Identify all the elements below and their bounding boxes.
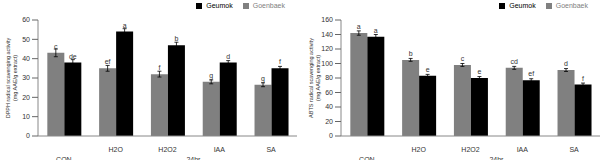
svg-text:e: e: [477, 68, 481, 75]
svg-text:H2O2: H2O2: [158, 146, 176, 153]
svg-text:CON: CON: [359, 156, 375, 160]
svg-text:b: b: [409, 50, 413, 57]
svg-text:60: 60: [22, 16, 30, 23]
svg-text:g: g: [209, 72, 213, 80]
svg-text:24hr: 24hr: [186, 156, 201, 160]
svg-text:f: f: [158, 64, 160, 71]
svg-text:40: 40: [325, 103, 333, 110]
svg-text:40: 40: [22, 55, 30, 62]
svg-text:0: 0: [329, 132, 333, 139]
svg-text:20: 20: [22, 94, 30, 101]
svg-text:IAA: IAA: [517, 146, 529, 153]
svg-text:f: f: [582, 75, 584, 82]
svg-text:SA: SA: [569, 146, 579, 153]
svg-text:10: 10: [22, 113, 30, 120]
svg-text:120: 120: [321, 45, 333, 52]
html-text:Goenbaek: Goenbaek: [555, 2, 588, 9]
svg-text:30: 30: [22, 74, 30, 81]
svg-text:100: 100: [321, 60, 333, 67]
svg-text:g: g: [261, 75, 265, 83]
svg-text:ef: ef: [528, 70, 534, 77]
svg-text:24hr: 24hr: [489, 156, 504, 160]
svg-text:DPPH radical scavenging activi: DPPH radical scavenging activity(mg AAE/…: [8, 37, 18, 118]
svg-text:IAA: IAA: [214, 146, 226, 153]
svg-text:d: d: [226, 53, 230, 60]
svg-text:ABTS radical scavenging activi: ABTS radical scavenging activity(mg AAE/…: [308, 38, 321, 118]
svg-text:f: f: [279, 58, 281, 65]
svg-text:de: de: [69, 53, 77, 60]
svg-text:ef: ef: [105, 58, 111, 65]
svg-text:CON: CON: [56, 156, 72, 160]
html-text:Geumok: Geumok: [206, 2, 233, 9]
html-text:Geumok: Geumok: [509, 2, 536, 9]
svg-text:c: c: [461, 55, 465, 62]
svg-text:160: 160: [321, 16, 333, 23]
svg-text:H2O2: H2O2: [461, 146, 479, 153]
svg-text:a: a: [357, 23, 361, 30]
svg-text:H2O: H2O: [108, 146, 123, 153]
svg-text:SA: SA: [266, 146, 276, 153]
svg-text:a: a: [374, 27, 378, 34]
svg-text:0: 0: [26, 132, 30, 139]
svg-text:b: b: [174, 35, 178, 42]
html-text:Goenbaek: Goenbaek: [252, 2, 285, 9]
svg-text:140: 140: [321, 31, 333, 38]
svg-text:c: c: [54, 43, 58, 50]
svg-text:50: 50: [22, 36, 30, 43]
svg-text:a: a: [123, 22, 127, 29]
svg-text:H2O: H2O: [411, 146, 426, 153]
svg-text:d: d: [564, 60, 568, 67]
svg-text:80: 80: [325, 74, 333, 81]
svg-text:20: 20: [325, 118, 333, 125]
svg-text:60: 60: [325, 89, 333, 96]
svg-text:cd: cd: [511, 58, 519, 65]
svg-text:e: e: [426, 66, 430, 73]
